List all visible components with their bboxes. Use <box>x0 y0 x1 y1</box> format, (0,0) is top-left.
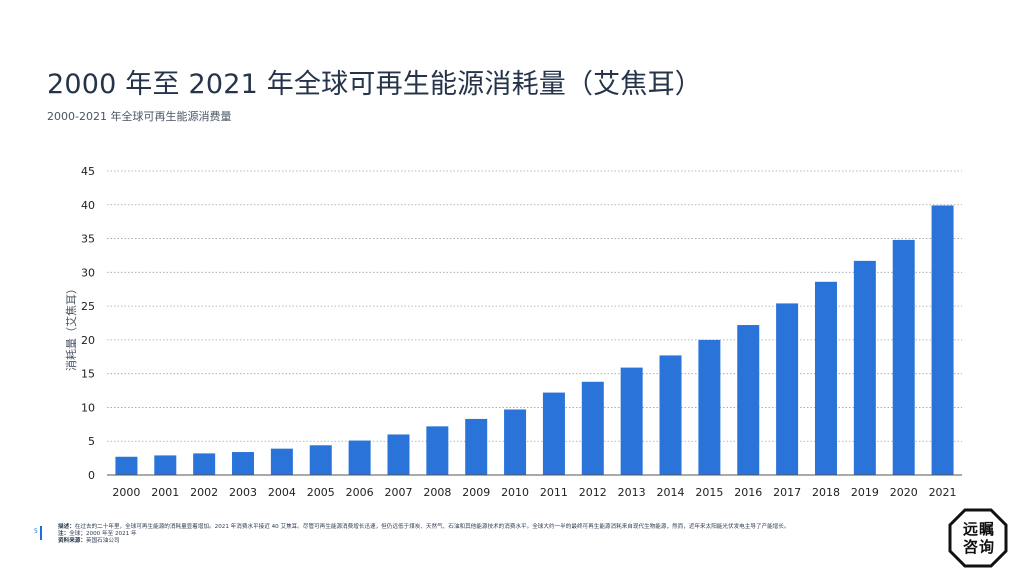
x-tick-label: 2012 <box>579 486 607 499</box>
y-tick-label: 0 <box>88 469 95 482</box>
y-tick-label: 40 <box>81 199 95 212</box>
company-logo: 远瞩 咨询 <box>948 508 1008 568</box>
x-tick-label: 2010 <box>501 486 529 499</box>
bar-2016 <box>737 325 760 475</box>
y-tick-label: 20 <box>81 334 95 347</box>
y-axis-label: 消耗量（艾焦耳） <box>64 283 78 371</box>
bar-2021 <box>931 205 954 475</box>
y-tick-label: 35 <box>81 233 95 246</box>
x-tick-label: 2014 <box>657 486 685 499</box>
x-tick-label: 2017 <box>773 486 801 499</box>
bar-2012 <box>581 381 604 475</box>
logo-line2: 咨询 <box>962 538 995 556</box>
note: 注：全球；2000 年至 2021 年 <box>58 531 860 538</box>
bars <box>115 205 954 475</box>
y-axis-ticks: 0 5 10 15 20 25 30 35 40 45 <box>81 165 95 482</box>
y-tick-label: 5 <box>88 435 95 448</box>
x-tick-label: 2008 <box>423 486 451 499</box>
x-tick-label: 2021 <box>929 486 957 499</box>
x-tick-label: 2005 <box>307 486 335 499</box>
x-tick-label: 2001 <box>151 486 179 499</box>
y-tick-label: 15 <box>81 368 95 381</box>
bar-2010 <box>504 409 527 475</box>
chart-subtitle: 2000-2021 年全球可再生能源消费量 <box>47 110 232 123</box>
x-tick-label: 2007 <box>384 486 412 499</box>
y-tick-label: 45 <box>81 165 95 178</box>
x-tick-label: 2019 <box>851 486 879 499</box>
source-label: 资料来源： <box>58 538 86 544</box>
bar-2001 <box>154 455 177 475</box>
y-tick-label: 30 <box>81 266 95 279</box>
description-label: 描述： <box>58 524 75 530</box>
page-title: 2000 年至 2021 年全球可再生能源消耗量（艾焦耳） <box>47 69 702 100</box>
bar-2004 <box>270 448 293 475</box>
bar-2000 <box>115 456 138 475</box>
bar-2017 <box>776 303 799 475</box>
bar-2007 <box>387 434 410 475</box>
source-text: 英国石油公司 <box>85 538 120 544</box>
bar-2014 <box>659 355 682 475</box>
x-tick-label: 2013 <box>618 486 646 499</box>
accent-bar <box>40 526 42 540</box>
bar-2008 <box>426 426 449 475</box>
note-label: 注： <box>58 531 70 537</box>
bar-2002 <box>193 453 216 475</box>
bar-2020 <box>892 239 915 475</box>
x-tick-label: 2000 <box>112 486 140 499</box>
x-tick-label: 2020 <box>890 486 918 499</box>
bar-2011 <box>542 392 565 475</box>
bar-2005 <box>309 445 332 475</box>
x-tick-label: 2004 <box>268 486 296 499</box>
bar-2019 <box>853 260 876 475</box>
logo-line1: 远瞩 <box>962 520 995 538</box>
x-axis-ticks: 2000 2001 2002 2003 2004 2005 2006 2007 2008 2009… <box>112 486 956 499</box>
x-tick-label: 2002 <box>190 486 218 499</box>
bar-2013 <box>620 367 643 475</box>
bar-2018 <box>814 281 837 475</box>
description-text: 在过去的二十年里，全球可再生能源的消耗量显着增加。2021 年消费水平接近 40… <box>74 524 790 530</box>
x-tick-label: 2018 <box>812 486 840 499</box>
page-number: 5 <box>34 528 38 535</box>
bar-2015 <box>698 339 721 475</box>
bar-2009 <box>465 418 488 475</box>
y-tick-label: 10 <box>81 401 95 414</box>
x-tick-label: 2006 <box>346 486 374 499</box>
y-tick-label: 25 <box>81 300 95 313</box>
source: 资料来源：英国石油公司 <box>58 538 860 545</box>
bar-2003 <box>232 452 255 475</box>
x-tick-label: 2016 <box>734 486 762 499</box>
footer-notes: 5 描述：在过去的二十年里，全球可再生能源的消耗量显着增加。2021 年消费水平… <box>34 524 860 545</box>
bar-2006 <box>348 440 371 475</box>
x-tick-label: 2003 <box>229 486 257 499</box>
description: 描述：在过去的二十年里，全球可再生能源的消耗量显着增加。2021 年消费水平接近… <box>58 524 860 531</box>
note-text: 全球；2000 年至 2021 年 <box>69 531 137 537</box>
x-tick-label: 2009 <box>462 486 490 499</box>
x-tick-label: 2015 <box>695 486 723 499</box>
gridlines <box>107 170 962 442</box>
x-tick-label: 2011 <box>540 486 568 499</box>
